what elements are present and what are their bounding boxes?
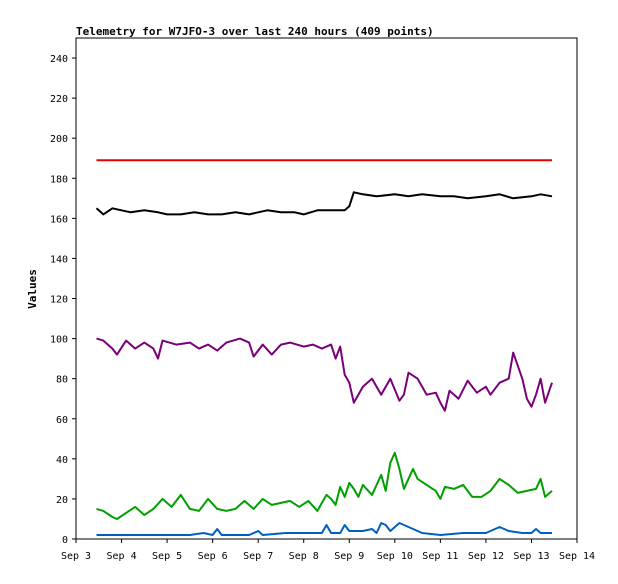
x-tick-label: Sep 8 (289, 551, 319, 562)
series-line-2 (95, 191, 553, 216)
x-tick-label: Sep 4 (106, 551, 136, 562)
y-tick-label: 200 (50, 134, 68, 145)
y-tick-label: 80 (56, 375, 68, 386)
x-tick-label: Sep 3 (61, 551, 91, 562)
series-line-5 (96, 522, 552, 536)
y-tick-label: 100 (50, 335, 68, 346)
x-tick-label: Sep 12 (468, 551, 504, 562)
y-tick-label: 20 (56, 495, 68, 506)
x-axis: Sep 3 Sep 4 Sep 5 Sep 6 Sep 7 Sep 8 Sep 9 Sep 1… (61, 539, 595, 562)
x-tick-label: Sep 10 (377, 551, 413, 562)
y-tick-label: 40 (56, 455, 68, 466)
y-tick-label: 120 (50, 295, 68, 306)
y-axis-label: Values (26, 269, 39, 309)
y-tick-label: 220 (50, 94, 68, 105)
x-tick-label: Sep 5 (152, 551, 182, 562)
series-line-4 (96, 451, 553, 520)
y-tick-label: 180 (50, 174, 68, 185)
y-tick-label: 240 (50, 54, 68, 65)
y-tick-label: 60 (56, 415, 68, 426)
x-tick-label: Sep 7 (243, 551, 273, 562)
x-tick-label: Sep 14 (559, 551, 595, 562)
x-tick-label: Sep 11 (422, 551, 458, 562)
series-line-3 (96, 337, 553, 412)
y-tick-label: 140 (50, 254, 68, 265)
x-tick-label: Sep 13 (513, 551, 549, 562)
series-layer (95, 159, 553, 536)
plot-frame (75, 37, 578, 540)
y-axis: 0 20 40 60 80 100 120 140 160 180 200 220 240 (50, 54, 76, 546)
y-tick-label: 0 (62, 535, 68, 546)
y-tick-label: 160 (50, 214, 68, 225)
x-tick-label: Sep 6 (198, 551, 228, 562)
chart-title: Telemetry for W7JFO-3 over last 240 hour… (76, 25, 434, 38)
x-tick-label: Sep 9 (334, 551, 364, 562)
